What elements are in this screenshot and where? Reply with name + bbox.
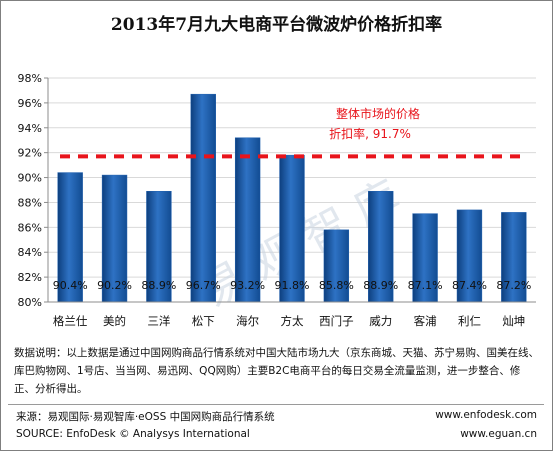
bar-value-label: 96.7%: [186, 279, 221, 292]
bars: 90.4% 90.2% 88.9% 96.7% 93.2% 91.8% 85.8% 88.9%…: [53, 93, 531, 303]
bar: [368, 190, 394, 303]
y-tick-label: 88%: [18, 196, 42, 209]
x-category-label: 三洋: [147, 314, 170, 328]
data-notes: 数据说明：以上数据是通过中国网购商品行情系统对中国大陆市场九大（京东商城、天猫、…: [14, 347, 539, 395]
bar-value-label: 91.8%: [275, 279, 310, 292]
bar: [101, 174, 128, 303]
source-en: SOURCE: EnfoDesk © Analysys Internationa…: [16, 428, 250, 440]
x-category-label: 松下: [192, 314, 215, 328]
bar-value-label: 87.4%: [452, 279, 487, 292]
source-cn: 来源：易观国际·易观智库·eOSS 中国网购商品行情系统: [16, 411, 275, 423]
y-tick-label: 90%: [18, 172, 42, 185]
x-category-label: 灿坤: [502, 314, 525, 328]
y-tick-label: 82%: [18, 271, 42, 284]
bar-value-label: 85.8%: [319, 279, 354, 292]
footer-divider: [8, 404, 544, 405]
bar: [456, 209, 483, 303]
y-tick-label: 84%: [18, 246, 42, 259]
x-category-label: 美的: [103, 314, 126, 328]
y-tick-label: 86%: [18, 221, 42, 234]
x-category-label: 方太: [281, 314, 304, 328]
y-tick-label: 94%: [18, 122, 42, 135]
bar: [501, 212, 527, 303]
y-tick-label: 92%: [18, 147, 42, 160]
x-category-label: 客浦: [414, 314, 437, 328]
x-category-label: 格兰仕: [53, 314, 88, 328]
bar-value-label: 93.2%: [230, 279, 265, 292]
bar-value-label: 90.4%: [53, 279, 88, 292]
bar: [190, 93, 216, 303]
bar-value-label: 87.2%: [496, 279, 531, 292]
axes: 80% 82% 84% 86% 88% 90% 92% 94% 96% 98% 格兰仕 美的 三洋 松下 海…: [18, 72, 536, 328]
bar-value-label: 88.9%: [363, 279, 398, 292]
x-category-label: 海尔: [236, 314, 259, 328]
y-tick-label: 96%: [18, 97, 42, 110]
reference-label-line1: 整体市场的价格: [336, 106, 420, 121]
x-category-label: 威力: [369, 314, 392, 328]
bar: [279, 154, 305, 303]
bar: [234, 137, 261, 303]
bar: [323, 229, 350, 303]
url-eguan[interactable]: www.eguan.cn: [460, 428, 537, 440]
bar: [412, 213, 438, 303]
url-enfodesk[interactable]: www.enfodesk.com: [435, 409, 537, 421]
x-category-label: 利仁: [458, 314, 481, 328]
bar: [57, 172, 83, 303]
chart-title: 2013年7月九大电商平台微波炉价格折扣率: [110, 15, 443, 35]
bar-value-label: 87.1%: [408, 279, 443, 292]
reference-label-line2: 折扣率, 91.7%: [329, 126, 411, 141]
y-tick-label: 80%: [18, 296, 42, 309]
bar-chart: 易观智库 90.4% 90.2% 88.9% 96.7% 93.2% 91.8% 85.8%…: [18, 72, 536, 328]
bar-value-label: 88.9%: [141, 279, 176, 292]
x-category-label: 西门子: [319, 314, 354, 328]
bar: [146, 190, 172, 303]
bar-value-label: 90.2%: [97, 279, 132, 292]
y-tick-label: 98%: [18, 72, 42, 85]
